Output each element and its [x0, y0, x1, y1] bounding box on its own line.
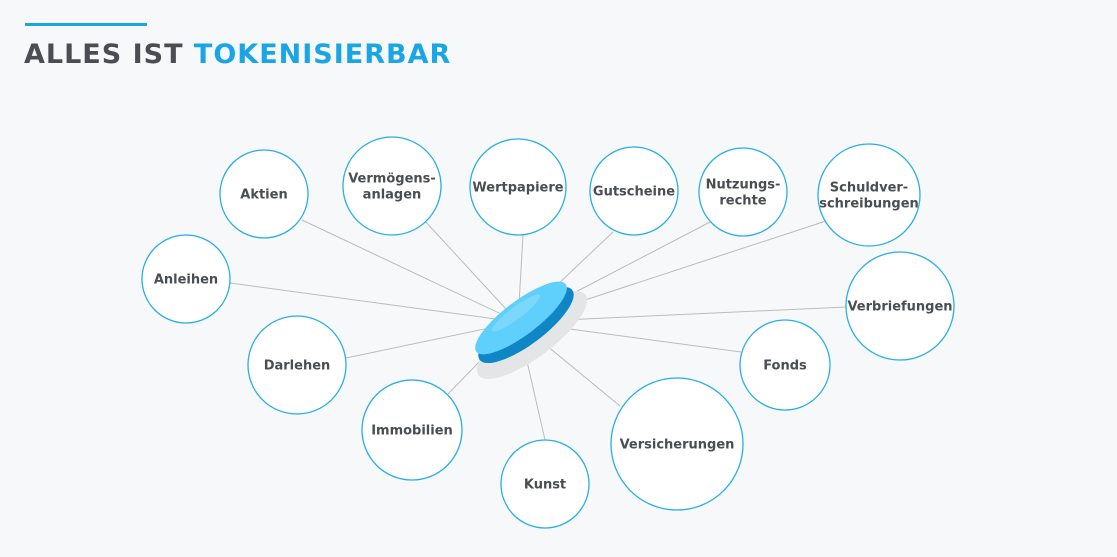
title-accent-bar	[25, 23, 147, 26]
node-wertpapiere: Wertpapiere	[469, 138, 567, 236]
node-label: Verbriefungen	[847, 300, 952, 315]
node-label: Schuldver-	[830, 181, 908, 196]
node-verbriefungen: Verbriefungen	[845, 251, 955, 361]
node-label: anlagen	[363, 188, 422, 203]
node-nutzungsrechte: Nutzungs-rechte	[698, 147, 788, 237]
node-circle	[219, 149, 309, 239]
node-aktien: Aktien	[219, 149, 309, 239]
node-circle	[247, 315, 347, 415]
node-circle	[589, 146, 679, 236]
node-circle	[845, 251, 955, 361]
node-circle	[469, 138, 567, 236]
node-label: Nutzungs-	[706, 178, 781, 193]
node-label: Darlehen	[264, 359, 331, 374]
node-darlehen: Darlehen	[247, 315, 347, 415]
page-title: ALLES IST TOKENISIERBAR	[24, 36, 451, 74]
node-circle	[698, 147, 788, 237]
node-schuldverschreibungen: Schuldver-schreibungen	[817, 143, 921, 247]
node-circle	[817, 143, 921, 247]
title-part-2: TOKENISIERBAR	[193, 39, 452, 70]
node-versicherungen: Versicherungen	[610, 377, 744, 511]
node-label: Aktien	[240, 188, 287, 203]
node-circle	[739, 319, 831, 411]
node-circle	[610, 377, 744, 511]
connector-line-aktien	[301, 219, 519, 323]
node-label: Kunst	[524, 478, 566, 493]
node-label: Fonds	[763, 359, 807, 374]
node-label: Wertpapiere	[472, 181, 563, 196]
connector-line-vermoegensanlagen	[423, 219, 519, 323]
node-circle	[342, 136, 442, 236]
node-circle	[500, 439, 590, 529]
node-label: Versicherungen	[620, 438, 735, 453]
node-immobilien: Immobilien	[361, 379, 463, 481]
node-label: Immobilien	[371, 424, 453, 439]
node-label: Gutscheine	[593, 185, 675, 200]
token-coin-icon	[475, 281, 588, 379]
node-gutscheine: Gutscheine	[589, 146, 679, 236]
node-circle	[361, 379, 463, 481]
node-label: schreibungen	[819, 197, 919, 212]
node-circle	[141, 234, 231, 324]
node-fonds: Fonds	[739, 319, 831, 411]
node-label: Vermögens-	[348, 172, 436, 187]
node-vermoegensanlagen: Vermögens-anlagen	[342, 136, 442, 236]
node-label: rechte	[719, 194, 766, 209]
node-anleihen: Anleihen	[141, 234, 231, 324]
node-kunst: Kunst	[500, 439, 590, 529]
title-part-1: ALLES IST	[24, 39, 184, 70]
connector-line-anleihen	[229, 282, 519, 323]
asset-nodes: Aktien Vermögens-anlagen Wertpapiere Gutsch…	[141, 136, 955, 529]
node-label: Anleihen	[154, 273, 218, 288]
